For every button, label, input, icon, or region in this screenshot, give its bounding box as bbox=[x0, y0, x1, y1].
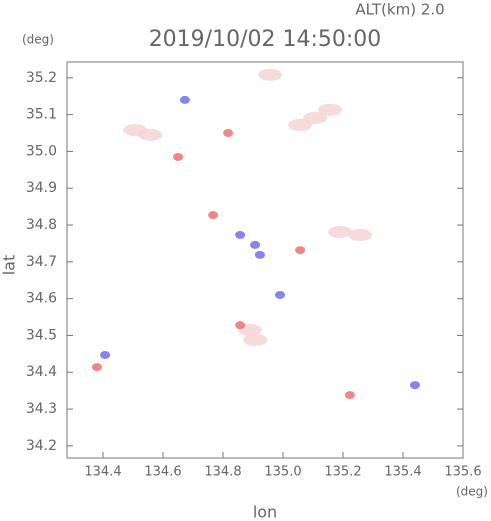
x-tick-label: 134.8 bbox=[204, 465, 241, 480]
chart-subtitle: ALT(km) 2.0 bbox=[355, 1, 444, 19]
x-tick-label: 134.4 bbox=[84, 465, 121, 480]
x-tick-label: 135.6 bbox=[444, 465, 481, 480]
echo-point bbox=[303, 111, 328, 124]
echo-point bbox=[258, 68, 283, 81]
y-tick-label: 34.3 bbox=[26, 401, 57, 417]
echo-point bbox=[100, 350, 111, 359]
y-tick-label: 35.0 bbox=[26, 143, 57, 159]
y-tick-label: 35.1 bbox=[26, 107, 57, 123]
y-axis-label: lat bbox=[0, 255, 19, 276]
x-unit: (deg) bbox=[456, 485, 488, 499]
echo-point bbox=[410, 381, 420, 390]
echo-point bbox=[235, 230, 246, 239]
y-tick-label: 34.8 bbox=[26, 217, 57, 233]
y-tick-label: 35.2 bbox=[26, 70, 57, 86]
x-tick-label: 134.6 bbox=[144, 465, 181, 480]
echo-point bbox=[348, 228, 373, 241]
echo-point bbox=[92, 363, 102, 372]
echo-point bbox=[138, 128, 163, 141]
echo-point bbox=[318, 103, 343, 116]
x-tick-label: 135.0 bbox=[264, 465, 301, 480]
echo-point bbox=[243, 333, 268, 346]
y-tick-label: 34.5 bbox=[26, 327, 57, 343]
y-unit: (deg) bbox=[22, 33, 54, 47]
x-tick-label: 135.4 bbox=[384, 465, 421, 480]
y-tick-label: 34.2 bbox=[26, 438, 57, 454]
x-axis-label: lon bbox=[253, 503, 277, 521]
echo-point bbox=[223, 129, 234, 138]
echo-point bbox=[344, 391, 355, 400]
echo-point bbox=[208, 211, 219, 220]
echo-point bbox=[295, 246, 306, 255]
echo-point bbox=[250, 240, 261, 249]
y-tick-label: 34.9 bbox=[26, 180, 57, 196]
echo-point bbox=[288, 118, 313, 131]
echo-point bbox=[254, 250, 265, 259]
x-tick-label: 135.2 bbox=[324, 465, 361, 480]
y-tick-label: 34.4 bbox=[26, 364, 57, 380]
echo-point bbox=[235, 321, 246, 330]
y-tick-label: 34.6 bbox=[26, 291, 57, 307]
y-tick-label: 34.7 bbox=[26, 254, 57, 270]
echo-point bbox=[173, 152, 183, 161]
echo-point bbox=[179, 95, 190, 104]
chart-title: 2019/10/02 14:50:00 bbox=[149, 27, 382, 52]
plot-frame bbox=[66, 61, 464, 459]
echo-point bbox=[328, 226, 352, 239]
echo-point bbox=[275, 290, 285, 299]
